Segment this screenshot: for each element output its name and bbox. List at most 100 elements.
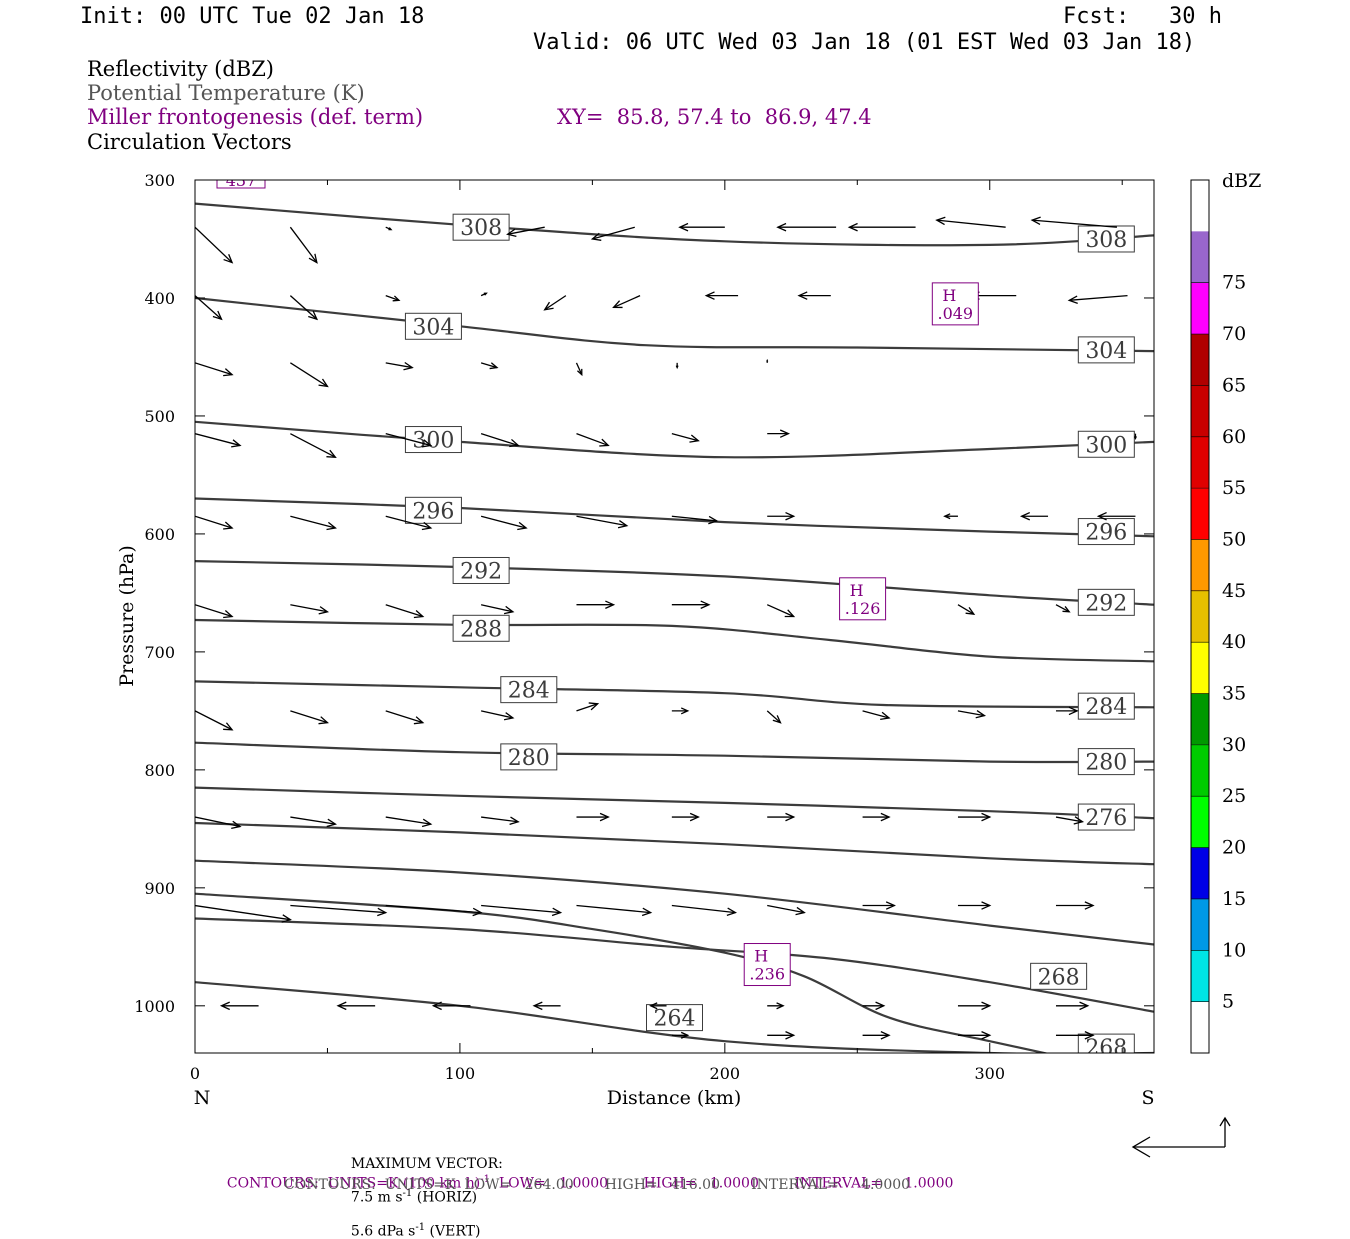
circulation-vector xyxy=(289,295,319,321)
vector-head xyxy=(1067,295,1078,304)
vector-head xyxy=(675,365,679,370)
circulation-vector xyxy=(290,362,329,388)
vector-shaft xyxy=(592,226,635,240)
vector-head xyxy=(880,1031,891,1040)
colorbar-label: 50 xyxy=(1222,528,1246,550)
circulation-vector xyxy=(671,812,700,822)
vector-head xyxy=(326,449,337,458)
circulation-vector xyxy=(481,904,563,917)
circulation-vector xyxy=(671,707,690,715)
vector-shaft xyxy=(671,433,699,442)
vector-shaft xyxy=(290,433,336,458)
isentrope-268-11 xyxy=(195,917,1154,1013)
circulation-vector xyxy=(532,1001,561,1011)
circulation-vector xyxy=(1019,511,1049,521)
circulation-vector xyxy=(671,1031,690,1039)
vector-head xyxy=(403,361,414,371)
circulation-vector xyxy=(576,702,600,712)
circulation-vector xyxy=(385,226,393,231)
isentrope-label-box xyxy=(452,614,510,642)
circulation-vector xyxy=(671,904,738,916)
circulation-vector xyxy=(480,292,488,297)
vector-head xyxy=(776,222,787,232)
circulation-vector xyxy=(957,1001,992,1011)
vector-head xyxy=(489,362,499,370)
vector-head xyxy=(1133,436,1137,440)
colorbar-label: 75 xyxy=(1222,272,1246,294)
vector-shaft xyxy=(767,904,805,914)
vector-head xyxy=(223,254,234,264)
vector-head xyxy=(599,812,610,822)
y-tick-label: 500 xyxy=(144,407,175,426)
isentrope-label-box xyxy=(452,213,510,241)
plot-content: 308 308 304 304 300 300 296 296 292 292 288 284 284 2… xyxy=(195,171,1154,1053)
circulation-vector xyxy=(219,1001,259,1011)
vector-head xyxy=(880,711,891,721)
isentrope-label-box xyxy=(1077,803,1135,831)
vector-shaft xyxy=(195,904,291,921)
valid-time: Valid: 06 UTC Wed 03 Jan 18 (01 EST Wed … xyxy=(533,30,1196,55)
circulation-vector xyxy=(385,710,425,725)
partial-label-text: 437 xyxy=(226,171,257,190)
high-label: H xyxy=(850,581,864,600)
vector-shaft xyxy=(1032,219,1117,228)
vector-shaft xyxy=(385,433,431,447)
y-tick-label: 300 xyxy=(144,171,175,190)
colorbar-segment-bottom xyxy=(1191,1001,1209,1053)
isentrope-280-7 xyxy=(195,741,1154,764)
vector-head xyxy=(336,1001,347,1011)
vector-head xyxy=(599,438,610,447)
vector-shaft xyxy=(290,710,328,724)
vector-head xyxy=(784,609,796,618)
vector-shaft xyxy=(576,433,609,447)
vector-shaft xyxy=(290,604,328,613)
colorbar-segment xyxy=(1191,282,1209,335)
partial-top-label: 437 xyxy=(216,171,266,190)
isentrope-label: 300 xyxy=(412,429,454,454)
frontogenesis-units: CONTOURS: UNITS=K (100 km h) xyxy=(226,1175,481,1192)
frontogenesis-high: H.236 xyxy=(743,943,791,987)
circulation-vector xyxy=(576,904,653,917)
vector-head xyxy=(1030,216,1041,226)
vector-head xyxy=(503,712,515,721)
colorbar-segment xyxy=(1191,642,1209,694)
vector-shaft xyxy=(671,904,736,914)
vector-head xyxy=(965,606,976,615)
colorbar-label: 60 xyxy=(1222,426,1246,448)
vector-shaft xyxy=(957,604,975,615)
isentrope-label: 296 xyxy=(412,499,454,524)
vector-shaft xyxy=(613,295,641,309)
circulation-vector xyxy=(290,604,330,615)
circulation-vector xyxy=(704,291,739,300)
vector-shaft xyxy=(290,816,336,825)
vector-shaft xyxy=(195,362,233,376)
vector-shaft xyxy=(936,219,1006,228)
colorbar-segment xyxy=(1191,539,1209,591)
plot-area: 308 308 304 304 300 300 296 296 292 292 288 284 284 2… xyxy=(195,171,1154,1053)
circulation-vector xyxy=(671,515,719,525)
circulation-vector xyxy=(576,812,610,822)
colorbar-segment xyxy=(1191,590,1209,643)
circulation-vector xyxy=(385,295,401,302)
axes: 0 100 200 300 300 400 500 600 700 800 900 1000 xyxy=(134,171,1154,1083)
circulation-vector xyxy=(576,600,616,609)
vector-shaft xyxy=(385,604,424,618)
vector-head xyxy=(785,1031,796,1040)
circulation-vector xyxy=(290,515,337,531)
circulation-vector xyxy=(797,291,831,300)
vector-head xyxy=(413,610,425,619)
high-box xyxy=(743,943,791,987)
isentrope-label-box xyxy=(1077,748,1135,776)
vector-head xyxy=(785,812,796,822)
circulation-vector xyxy=(290,433,337,458)
vector-shaft xyxy=(481,904,561,914)
circulation-vector xyxy=(481,816,520,825)
circulation-vector xyxy=(943,513,958,520)
vector-shaft xyxy=(480,362,498,369)
isentrope-label-box xyxy=(500,676,558,704)
isentrope-label: 300 xyxy=(1085,433,1127,458)
x-tick-label: 100 xyxy=(445,1064,476,1083)
vector-shaft xyxy=(480,433,519,447)
circulation-vector xyxy=(1030,216,1117,228)
isentrope-label-box xyxy=(404,496,462,524)
